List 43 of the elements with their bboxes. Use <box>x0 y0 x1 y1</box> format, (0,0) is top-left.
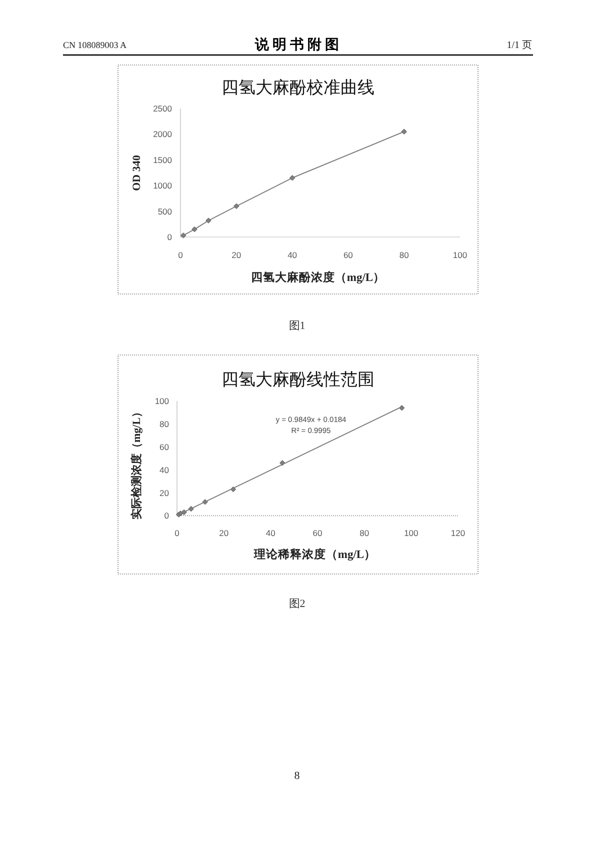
y-tick-label: 2000 <box>153 129 172 140</box>
x-tick-label: 120 <box>450 528 466 538</box>
chart-title: 四氢大麻酚校准曲线 <box>222 78 374 97</box>
point <box>234 203 240 210</box>
x-tick-label: 40 <box>266 528 276 538</box>
text: CN 108089003 A <box>63 40 128 50</box>
point <box>192 226 198 232</box>
y-axis-title: OD 340 <box>131 154 143 191</box>
x-tick-label: 20 <box>232 250 242 260</box>
point <box>206 218 212 224</box>
y-tick-label: 20 <box>160 488 170 498</box>
y-tick-label: 100 <box>154 396 170 406</box>
x-tick-label: 60 <box>312 528 322 538</box>
x-axis-title: 理论稀释浓度（mg/L） <box>252 547 376 561</box>
y-tick-label: 2500 <box>153 104 172 114</box>
point <box>289 175 296 181</box>
y-axis-title: 实际检测浓度（mg/L） <box>130 406 143 520</box>
text: 8 <box>294 770 300 782</box>
x-tick-label: 20 <box>219 528 229 538</box>
x-tick-label: 60 <box>343 250 354 260</box>
y-tick-label: 0 <box>167 232 172 242</box>
point <box>180 232 186 238</box>
x-tick-label: 80 <box>399 250 410 260</box>
y-tick-label: 40 <box>160 464 170 475</box>
x-tick-label: 0 <box>178 250 184 260</box>
y-tick-label: 60 <box>160 442 170 452</box>
caption: 图1 <box>288 320 306 332</box>
y-tick-label: 80 <box>160 418 170 429</box>
x-tick-label: 100 <box>452 250 468 260</box>
x-tick-label: 80 <box>360 528 370 538</box>
y-tick-label: 500 <box>158 206 172 216</box>
y-tick-label: 0 <box>164 510 170 521</box>
x-tick-label: 0 <box>174 528 180 538</box>
point <box>401 128 407 134</box>
chart-title: 四氢大麻酚线性范围 <box>222 370 374 389</box>
text: 说 明 书 附 图 <box>254 37 339 53</box>
caption: 图2 <box>288 598 306 610</box>
y-tick-label: 1000 <box>153 180 172 191</box>
text: 1/1 页 <box>506 40 532 51</box>
x-tick-label: 40 <box>288 250 298 260</box>
x-tick-label: 100 <box>404 528 419 538</box>
x-axis-title: 四氢大麻酚浓度（mg/L） <box>250 270 386 284</box>
y-tick-label: 1500 <box>153 154 172 165</box>
